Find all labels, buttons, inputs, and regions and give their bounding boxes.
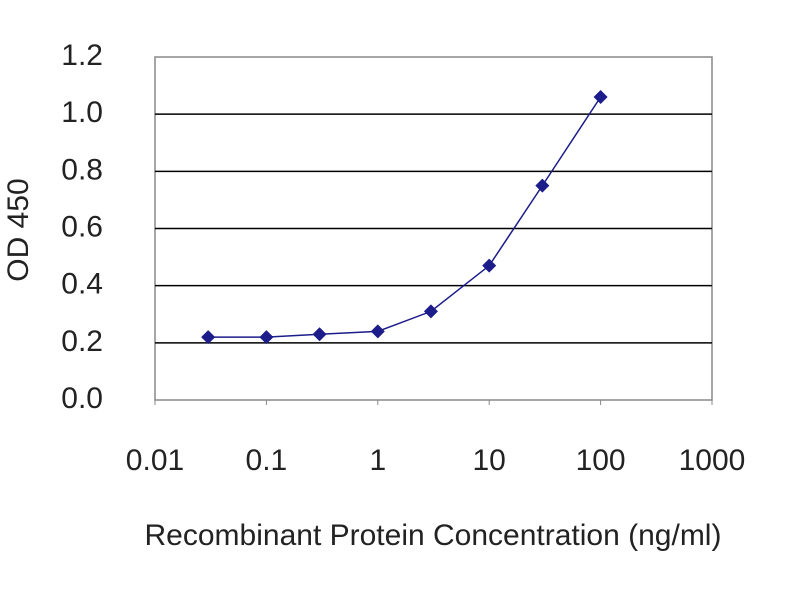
data-point xyxy=(482,258,497,273)
y-tick-label: 0.2 xyxy=(61,325,103,358)
x-tick-label: 0.1 xyxy=(246,444,288,477)
data-point xyxy=(423,304,438,319)
y-tick-label: 0.4 xyxy=(61,268,103,301)
y-tick-label: 0.6 xyxy=(61,210,103,243)
x-tick-label: 0.01 xyxy=(126,444,184,477)
y-tick-label: 1.0 xyxy=(61,96,103,129)
y-tick-label: 1.2 xyxy=(61,39,103,72)
x-tick-label: 10 xyxy=(473,444,506,477)
y-tick-label: 0.0 xyxy=(61,382,103,415)
x-axis-title: Recombinant Protein Concentration (ng/ml… xyxy=(145,519,722,552)
y-axis-title: OD 450 xyxy=(2,178,35,281)
data-point xyxy=(259,330,274,345)
data-point xyxy=(535,178,550,193)
x-tick-label: 100 xyxy=(576,444,626,477)
data-line xyxy=(208,96,602,338)
y-tick-label: 0.8 xyxy=(61,153,103,186)
data-point xyxy=(370,324,385,339)
x-tick-label: 1 xyxy=(369,444,386,477)
x-tick-label: 1000 xyxy=(679,444,746,477)
data-point xyxy=(312,327,327,342)
data-point xyxy=(201,330,216,345)
data-point xyxy=(593,90,608,105)
